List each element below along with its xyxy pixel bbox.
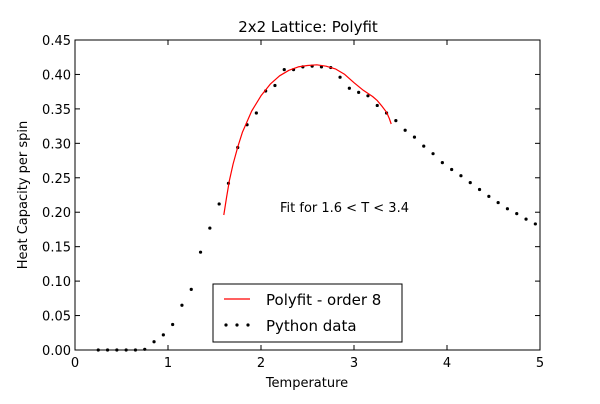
data-point — [282, 68, 286, 72]
y-axis: 0.00 0.05 0.10 0.15 0.20 0.25 0.30 0.35 0.40 0.45 — [42, 34, 540, 359]
y-tick-label: 0.20 — [42, 206, 71, 221]
data-point — [375, 103, 379, 108]
data-point — [366, 94, 370, 98]
data-point — [450, 167, 454, 172]
legend-label-python-data: Python data — [266, 317, 357, 335]
data-point — [124, 348, 128, 352]
y-tick-label: 0.40 — [42, 68, 71, 83]
y-tick-label: 0.30 — [42, 137, 71, 152]
data-point — [357, 90, 361, 94]
data-point — [431, 152, 435, 156]
data-point — [459, 174, 463, 178]
x-axis-label: Temperature — [265, 376, 348, 391]
y-tick-label: 0.10 — [42, 275, 71, 290]
fit-range-annotation: Fit for 1.6 < T < 3.4 — [280, 201, 409, 216]
y-tick-label: 0.15 — [42, 241, 71, 256]
plot-frame — [74, 39, 541, 351]
chart-title: 2x2 Lattice: Polyfit — [238, 18, 378, 36]
x-tick-label: 5 — [536, 356, 544, 371]
x-tick-label: 2 — [257, 356, 265, 371]
data-point — [412, 135, 417, 139]
legend-label-polyfit: Polyfit - order 8 — [266, 291, 381, 309]
x-tick-label: 3 — [350, 356, 358, 371]
x-axis: 0 1 2 3 4 5 — [71, 40, 544, 371]
data-point — [515, 212, 519, 216]
data-point — [524, 217, 528, 221]
data-point — [189, 287, 193, 291]
x-tick-label: 1 — [164, 356, 172, 371]
y-axis-label: Heat Capacity per spin — [16, 121, 31, 270]
data-point — [133, 348, 138, 352]
data-point — [96, 348, 100, 352]
data-point — [422, 144, 426, 148]
data-point — [468, 181, 472, 185]
legend-dot-swatch — [235, 323, 239, 327]
x-tick-label: 4 — [443, 356, 451, 371]
data-point — [533, 222, 537, 226]
y-tick-label: 0.05 — [42, 310, 71, 325]
data-point — [171, 322, 175, 327]
data-point — [496, 200, 500, 205]
data-point — [505, 207, 510, 211]
legend: Polyfit - order 8 Python data — [212, 283, 403, 343]
data-point — [440, 161, 444, 165]
y-tick-label: 0.45 — [42, 34, 71, 49]
data-point — [273, 83, 277, 88]
data-point — [152, 340, 156, 344]
data-point — [487, 194, 491, 198]
data-point — [394, 119, 398, 123]
data-point — [254, 111, 258, 115]
y-tick-label: 0.35 — [42, 103, 71, 118]
x-tick-label: 0 — [71, 356, 79, 371]
data-point — [208, 226, 212, 230]
data-point — [338, 75, 342, 79]
data-point — [403, 128, 407, 132]
legend-dot-swatch — [246, 323, 250, 327]
legend-box — [212, 283, 403, 343]
data-point — [143, 347, 147, 351]
data-point — [477, 187, 482, 192]
polyfit-line — [223, 64, 392, 216]
series-layer — [96, 64, 537, 352]
data-point — [217, 202, 221, 206]
plot-area — [74, 39, 541, 351]
data-point — [180, 303, 184, 307]
data-point — [161, 333, 165, 337]
data-point — [198, 250, 203, 254]
legend-dot-swatch — [224, 323, 228, 327]
data-point — [347, 86, 351, 90]
y-tick-label: 0.25 — [42, 172, 71, 187]
y-tick-label: 0.00 — [42, 344, 71, 359]
data-point — [115, 348, 119, 352]
data-point — [105, 348, 110, 352]
